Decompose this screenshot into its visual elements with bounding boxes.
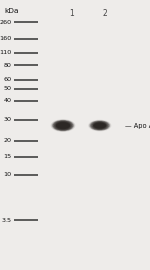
Text: 50: 50 <box>3 86 11 91</box>
Ellipse shape <box>57 123 69 128</box>
Ellipse shape <box>97 124 102 127</box>
Ellipse shape <box>98 125 101 126</box>
Text: — Apo A1: — Apo A1 <box>125 123 150 129</box>
Text: 2: 2 <box>103 9 107 18</box>
Text: 260: 260 <box>0 20 11 25</box>
Ellipse shape <box>56 122 70 129</box>
Ellipse shape <box>57 123 69 128</box>
Ellipse shape <box>93 122 106 129</box>
Ellipse shape <box>96 124 104 127</box>
Text: 15: 15 <box>3 154 11 159</box>
Ellipse shape <box>94 123 105 128</box>
Ellipse shape <box>53 121 73 130</box>
Ellipse shape <box>92 122 108 129</box>
Ellipse shape <box>89 120 111 131</box>
Ellipse shape <box>51 120 75 131</box>
Text: 110: 110 <box>0 50 11 55</box>
Text: 3.5: 3.5 <box>1 218 11 222</box>
Ellipse shape <box>54 121 72 130</box>
Text: 1: 1 <box>70 9 74 18</box>
Ellipse shape <box>60 124 66 127</box>
Ellipse shape <box>59 123 67 128</box>
Ellipse shape <box>94 123 106 128</box>
Ellipse shape <box>90 121 109 130</box>
Text: 60: 60 <box>3 77 11 82</box>
Ellipse shape <box>61 125 64 126</box>
Text: 30: 30 <box>3 117 11 122</box>
Text: 20: 20 <box>3 139 11 143</box>
Text: 10: 10 <box>3 172 11 177</box>
Text: kDa: kDa <box>4 8 19 14</box>
Text: 80: 80 <box>3 63 11 68</box>
Text: 160: 160 <box>0 36 11 41</box>
Text: 40: 40 <box>3 98 11 103</box>
